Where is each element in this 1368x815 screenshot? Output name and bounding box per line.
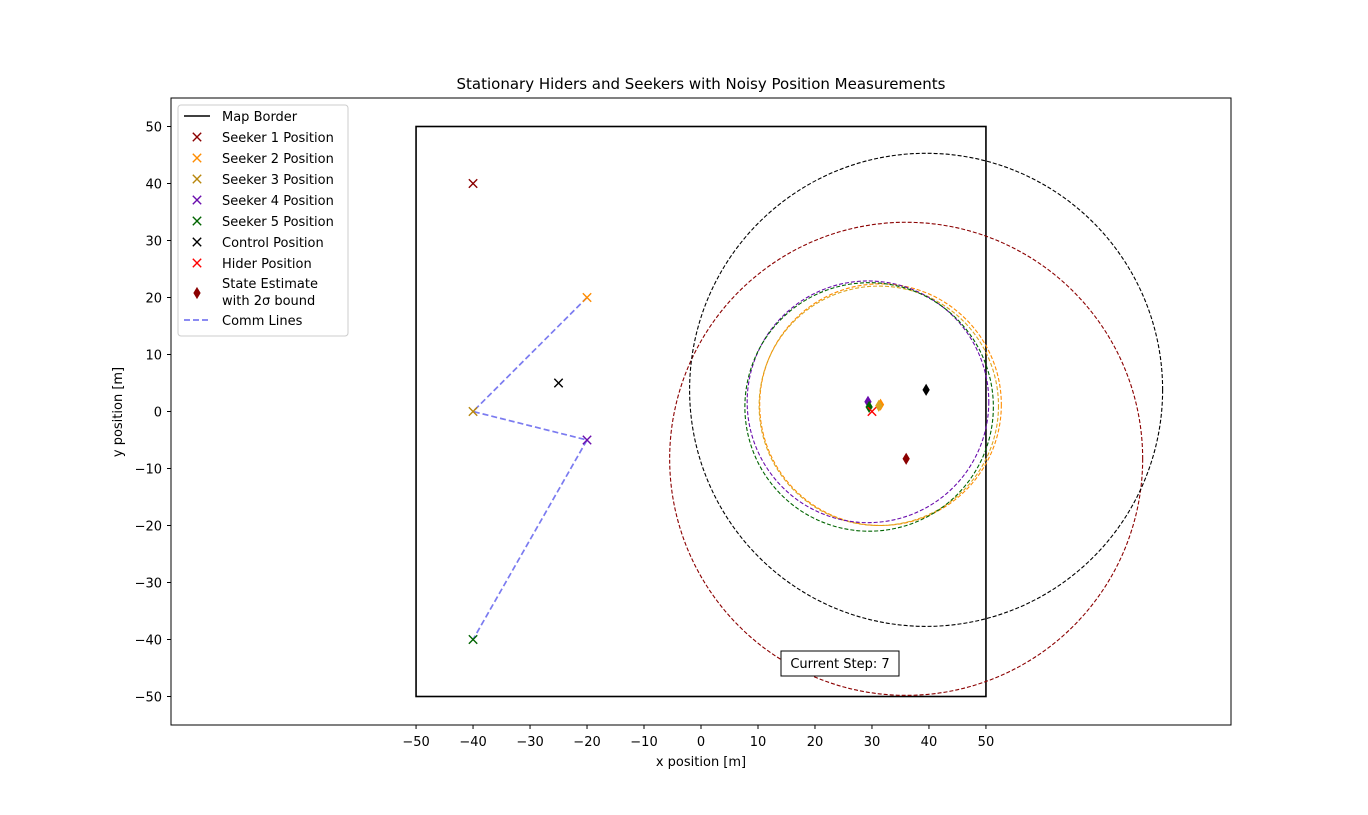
legend: Map Border Seeker 1 Position Seeker 2 Posi…: [177, 104, 349, 337]
x-axis-ticks: −50 −40 −30 −20 −10 0 10 20 30 40 50: [402, 725, 994, 750]
x-axis-label: x position [m]: [656, 755, 746, 770]
x-tick-label: 20: [807, 735, 824, 750]
y-tick-label: 0: [154, 406, 162, 421]
y-axis-label: y position [m]: [111, 367, 126, 457]
y-tick-label: 20: [145, 292, 162, 307]
seeker-2-marker: [582, 292, 592, 303]
legend-seeker-3-label: Seeker 3 Position: [222, 173, 334, 188]
legend-hider-label: Hider Position: [222, 257, 312, 272]
chart-title: Stationary Hiders and Seekers with Noisy…: [457, 75, 946, 93]
legend-seeker-2-label: Seeker 2 Position: [222, 152, 334, 167]
legend-seeker-1-label: Seeker 1 Position: [222, 131, 334, 146]
y-tick-label: 40: [145, 178, 162, 193]
legend-seeker-4-handle: [192, 195, 202, 205]
legend-comm-lines-label: Comm Lines: [222, 314, 303, 329]
x-tick-label: 40: [921, 735, 938, 750]
legend-estimate-label: State Estimate: [222, 277, 318, 292]
state-estimate-3: [875, 399, 883, 412]
hider-marker: [867, 406, 877, 417]
y-tick-label: −40: [135, 634, 162, 649]
legend-map-border-label: Map Border: [222, 110, 298, 125]
state-estimate-1: [902, 452, 910, 465]
bound-circle-5: [744, 282, 994, 532]
y-tick-label: 10: [145, 349, 162, 364]
x-tick-label: 50: [978, 735, 995, 750]
x-tick-label: 10: [750, 735, 767, 750]
plot-area: [415, 125, 1164, 698]
y-tick-label: −30: [135, 577, 162, 592]
y-tick-label: −10: [135, 463, 162, 478]
legend-estimate-handle: [193, 286, 201, 300]
seeker-4-marker: [582, 435, 592, 445]
state-estimate-6: [922, 383, 930, 396]
comm-lines: [471, 296, 589, 640]
y-tick-label: −50: [135, 691, 162, 706]
legend-seeker-4-label: Seeker 4 Position: [222, 194, 334, 209]
x-tick-label: −10: [630, 735, 657, 750]
seeker-3-marker: [468, 406, 478, 417]
legend-seeker-5-handle: [192, 216, 202, 226]
x-tick-label: −20: [573, 735, 600, 750]
legend-control-handle: [192, 237, 202, 247]
seeker-1-marker: [468, 178, 478, 189]
legend-estimate-label-2: with 2σ bound: [222, 294, 315, 309]
x-tick-label: 30: [864, 735, 881, 750]
legend-box: [177, 104, 349, 337]
x-tick-label: −40: [459, 735, 486, 750]
bound-circle-4: [746, 280, 990, 524]
x-tick-label: −30: [516, 735, 543, 750]
bound-circle-3: [758, 285, 1000, 527]
legend-seeker-1-handle: [192, 132, 202, 142]
y-axis-ticks: −50 −40 −30 −20 −10 0 10 20 30 40 50: [135, 121, 171, 706]
x-tick-label: −50: [402, 735, 429, 750]
y-tick-label: −20: [135, 520, 162, 535]
step-annotation-box: [780, 650, 900, 677]
legend-seeker-2-handle: [192, 153, 202, 163]
bound-circle-6: [689, 152, 1164, 627]
step-annotation-text: Current Step: 7: [790, 657, 889, 672]
legend-control-label: Control Position: [222, 236, 324, 251]
legend-hider-handle: [192, 258, 202, 268]
seeker-5-marker: [468, 634, 478, 645]
x-tick-label: 0: [697, 735, 705, 750]
map-border: [415, 125, 987, 698]
bound-circle-1: [669, 221, 1144, 696]
legend-seeker-3-handle: [192, 174, 202, 184]
step-annotation: Current Step: 7: [780, 650, 900, 677]
control-marker: [553, 378, 564, 388]
y-tick-label: 50: [145, 121, 162, 136]
legend-seeker-5-label: Seeker 5 Position: [222, 215, 334, 230]
y-tick-label: 30: [145, 235, 162, 250]
